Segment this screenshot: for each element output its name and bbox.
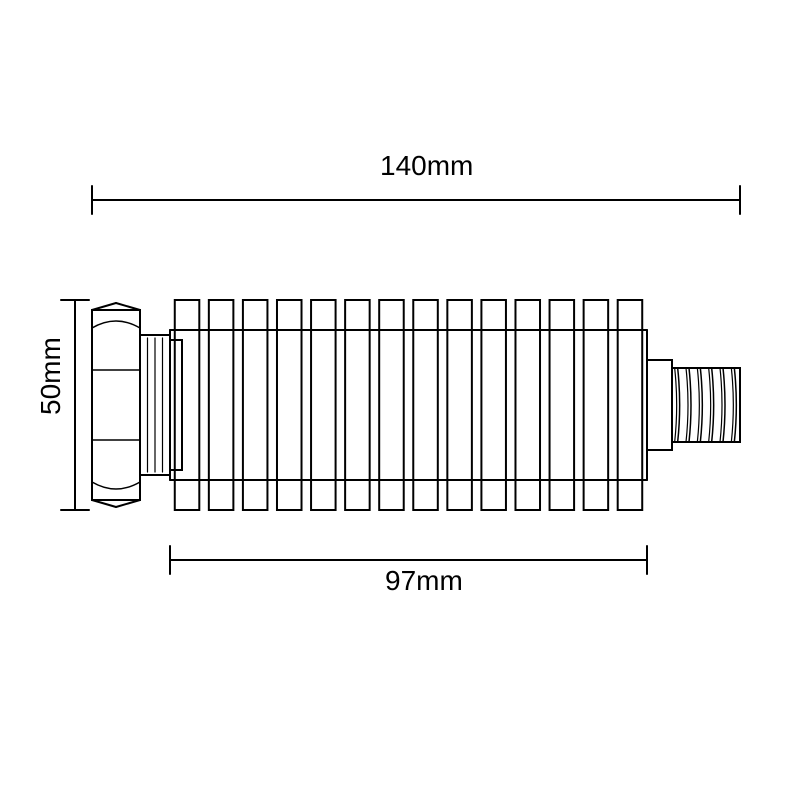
dim-label-left: 50mm xyxy=(35,337,67,415)
dim-label-bottom: 97mm xyxy=(385,565,463,597)
dim-label-top: 140mm xyxy=(380,150,473,182)
technical-drawing xyxy=(0,0,800,800)
